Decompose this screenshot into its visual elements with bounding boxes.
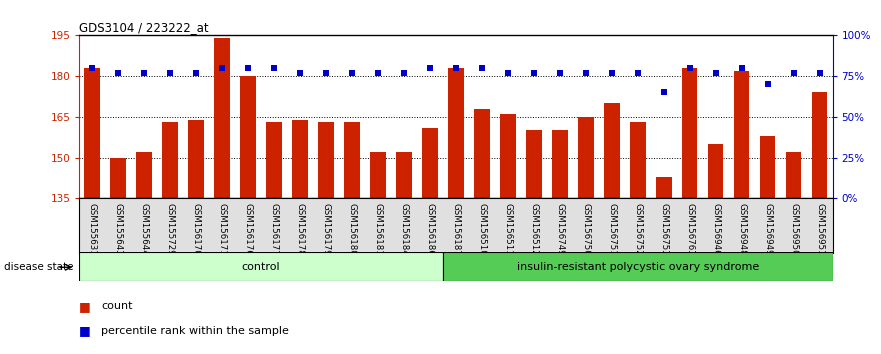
- Bar: [266, 122, 282, 198]
- Text: GSM156510: GSM156510: [478, 202, 486, 255]
- Point: [656, 90, 670, 95]
- Text: GSM156946: GSM156946: [711, 202, 720, 255]
- Bar: [318, 122, 334, 198]
- Text: GSM155644: GSM155644: [140, 202, 149, 255]
- Bar: [85, 68, 100, 198]
- Bar: [110, 158, 126, 198]
- Point: [215, 65, 229, 71]
- Text: GSM156749: GSM156749: [555, 202, 565, 255]
- Text: GSM156187: GSM156187: [451, 202, 461, 255]
- Text: GSM156511: GSM156511: [503, 202, 513, 255]
- Bar: [162, 122, 178, 198]
- Point: [787, 70, 801, 76]
- Point: [423, 65, 437, 71]
- Bar: [759, 136, 775, 198]
- Point: [708, 70, 722, 76]
- Point: [683, 65, 697, 71]
- Text: GSM156948: GSM156948: [737, 202, 746, 255]
- Text: GSM156176: GSM156176: [244, 202, 253, 255]
- Point: [85, 65, 100, 71]
- Bar: [682, 68, 698, 198]
- Text: GSM155643: GSM155643: [114, 202, 122, 255]
- Bar: [811, 92, 827, 198]
- Text: count: count: [101, 301, 133, 311]
- Text: GDS3104 / 223222_at: GDS3104 / 223222_at: [79, 21, 209, 34]
- Text: GSM156178: GSM156178: [295, 202, 305, 255]
- Bar: [422, 128, 438, 198]
- Point: [163, 70, 177, 76]
- Text: GSM156177: GSM156177: [270, 202, 278, 255]
- Bar: [292, 120, 307, 198]
- Text: GSM156750: GSM156750: [581, 202, 590, 255]
- Text: GSM156186: GSM156186: [426, 202, 434, 255]
- Point: [631, 70, 645, 76]
- Text: GSM156171: GSM156171: [218, 202, 226, 255]
- Text: disease state: disease state: [4, 262, 74, 272]
- Point: [527, 70, 541, 76]
- Point: [552, 70, 566, 76]
- Bar: [604, 103, 619, 198]
- Text: GSM156951: GSM156951: [815, 202, 824, 255]
- Bar: [474, 109, 490, 198]
- Point: [293, 70, 307, 76]
- Bar: [79, 252, 443, 281]
- Text: GSM156949: GSM156949: [763, 202, 772, 255]
- Text: insulin-resistant polycystic ovary syndrome: insulin-resistant polycystic ovary syndr…: [516, 262, 759, 272]
- Point: [735, 65, 749, 71]
- Point: [579, 70, 593, 76]
- Bar: [137, 152, 152, 198]
- Bar: [344, 122, 359, 198]
- Text: GSM156950: GSM156950: [789, 202, 798, 255]
- Point: [267, 65, 281, 71]
- Point: [812, 70, 826, 76]
- Point: [475, 65, 489, 71]
- Bar: [707, 144, 723, 198]
- Point: [241, 65, 255, 71]
- Bar: [443, 252, 833, 281]
- Bar: [552, 130, 567, 198]
- Point: [111, 70, 125, 76]
- Point: [500, 70, 515, 76]
- Bar: [370, 152, 386, 198]
- Bar: [448, 68, 463, 198]
- Text: GSM156751: GSM156751: [607, 202, 617, 255]
- Text: control: control: [241, 262, 280, 272]
- Text: GSM156753: GSM156753: [659, 202, 668, 255]
- Bar: [786, 152, 802, 198]
- Text: ■: ■: [79, 325, 91, 337]
- Point: [319, 70, 333, 76]
- Text: GSM155631: GSM155631: [88, 202, 97, 255]
- Point: [371, 70, 385, 76]
- Point: [137, 70, 152, 76]
- Point: [189, 70, 204, 76]
- Bar: [526, 130, 542, 198]
- Text: GSM156179: GSM156179: [322, 202, 330, 255]
- Point: [345, 70, 359, 76]
- Text: GSM156763: GSM156763: [685, 202, 694, 255]
- Text: GSM155729: GSM155729: [166, 202, 174, 255]
- Text: GSM156170: GSM156170: [192, 202, 201, 255]
- Text: GSM156512: GSM156512: [529, 202, 538, 255]
- Bar: [214, 38, 230, 198]
- Point: [604, 70, 618, 76]
- Text: GSM156181: GSM156181: [374, 202, 382, 255]
- Point: [397, 70, 411, 76]
- Point: [448, 65, 463, 71]
- Bar: [500, 114, 515, 198]
- Bar: [578, 117, 594, 198]
- Bar: [189, 120, 204, 198]
- Bar: [241, 76, 255, 198]
- Bar: [396, 152, 411, 198]
- Text: percentile rank within the sample: percentile rank within the sample: [101, 326, 289, 336]
- Text: GSM156184: GSM156184: [399, 202, 409, 255]
- Text: ■: ■: [79, 300, 91, 313]
- Point: [760, 81, 774, 87]
- Text: GSM156752: GSM156752: [633, 202, 642, 255]
- Bar: [630, 122, 646, 198]
- Bar: [734, 71, 750, 198]
- Bar: [656, 177, 671, 198]
- Text: GSM156180: GSM156180: [347, 202, 357, 255]
